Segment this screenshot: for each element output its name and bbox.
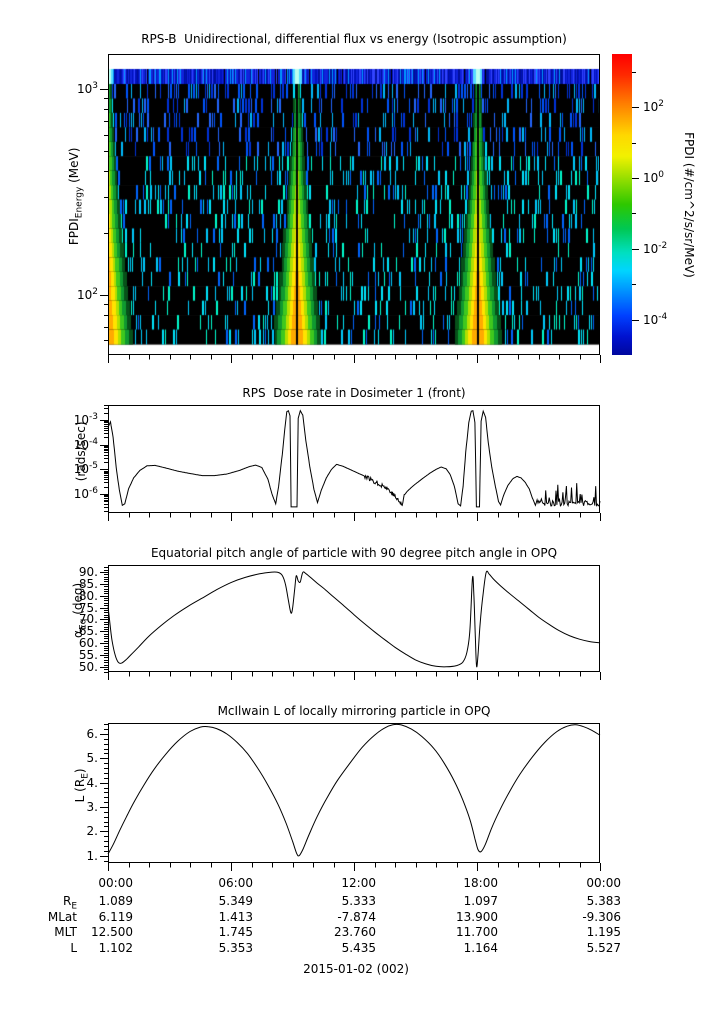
colorbar-tick-label: 10-2 [643, 240, 668, 256]
pitch-ytick-label: 85. [78, 576, 98, 591]
ephemeris-value: 1.097 [463, 894, 498, 908]
ephemeris-value: -7.874 [337, 909, 376, 924]
ephemeris-value: -9.306 [582, 909, 621, 924]
pitch-ytick-label: 70. [78, 612, 98, 627]
colorbar-label: FPDI (#/cm^2/s/sr/MeV) [682, 132, 696, 278]
lshell-ytick-label: 1. [86, 848, 98, 863]
colorbar-gradient [612, 54, 632, 355]
pitch-ytick-label: 55. [78, 648, 98, 663]
time-tick-label: 12:00 [341, 876, 376, 890]
spectrogram-ytick-label: 102 [76, 286, 98, 302]
lshell-ytick-label: 5. [86, 751, 98, 766]
dose-rate-title: RPS Dose rate in Dosimeter 1 (front) [242, 386, 466, 400]
pitch-angle-title: Equatorial pitch angle of particle with … [150, 546, 558, 560]
lshell-ytick-label: 3. [86, 800, 98, 814]
pitch-ytick-label: 90. [78, 564, 98, 579]
ephemeris-value: 1.102 [98, 940, 133, 955]
ephemeris-value: 5.435 [341, 940, 376, 955]
ephemeris-row-label: RE [62, 894, 77, 912]
spectrogram-heatmap [108, 54, 600, 355]
ephemeris-value: 11.700 [456, 925, 498, 939]
colorbar-tick-label: 100 [643, 169, 665, 185]
ephemeris-value: 1.195 [586, 925, 621, 939]
pitch-ytick-label: 60. [78, 636, 98, 651]
dose-ytick-label: 10-3 [73, 412, 98, 428]
ephemeris-value: 1.089 [98, 894, 133, 908]
ephemeris-value: 12.500 [91, 925, 133, 939]
time-tick-label: 06:00 [218, 876, 253, 890]
ephemeris-row-label: MLat [47, 909, 77, 924]
pitch-ytick-label: 50. [78, 660, 98, 674]
ephemeris-value: 5.353 [218, 940, 253, 955]
ephemeris-value: 1.413 [218, 909, 253, 924]
ephemeris-value: 5.527 [586, 940, 621, 955]
pitch-ytick-label: 75. [78, 600, 98, 615]
mcilwain-l-title: McIlwain L of locally mirroring particle… [217, 704, 491, 718]
ephemeris-value: 5.349 [218, 894, 253, 908]
ephemeris-value: 1.745 [218, 925, 253, 939]
lshell-ytick-label: 4. [86, 775, 98, 790]
date-label: 2015-01-02 (002) [303, 962, 409, 976]
ephemeris-value: 13.900 [456, 909, 498, 924]
dose-ytick-label: 10-6 [73, 486, 98, 502]
spectrogram-ytick-label: 103 [76, 81, 98, 97]
colorbar-tick-label: 10-4 [643, 311, 668, 327]
lshell-ytick-label: 2. [86, 824, 98, 839]
colorbar-tick-label: 102 [643, 99, 665, 115]
ephemeris-value: 5.383 [586, 894, 621, 908]
ephemeris-row-label: MLT [54, 925, 77, 939]
pitch-ytick-label: 65. [78, 624, 98, 639]
time-tick-label: 18:00 [463, 876, 498, 890]
ephemeris-value: 23.760 [334, 925, 376, 939]
ephemeris-value: 5.333 [341, 894, 376, 908]
time-tick-label: 00:00 [98, 876, 133, 890]
pitch-ytick-label: 80. [78, 588, 98, 603]
ephemeris-value: 6.119 [98, 909, 133, 924]
time-tick-label: 00:00 [586, 876, 621, 890]
dose-ytick-label: 10-5 [73, 461, 98, 477]
ephemeris-row-label: L [70, 940, 77, 955]
ephemeris-value: 1.164 [463, 940, 498, 955]
lshell-ytick-label: 6. [86, 726, 98, 741]
spectrogram-title: RPS-B Unidirectional, differential flux … [141, 32, 567, 46]
dose-ytick-label: 10-4 [73, 436, 98, 452]
